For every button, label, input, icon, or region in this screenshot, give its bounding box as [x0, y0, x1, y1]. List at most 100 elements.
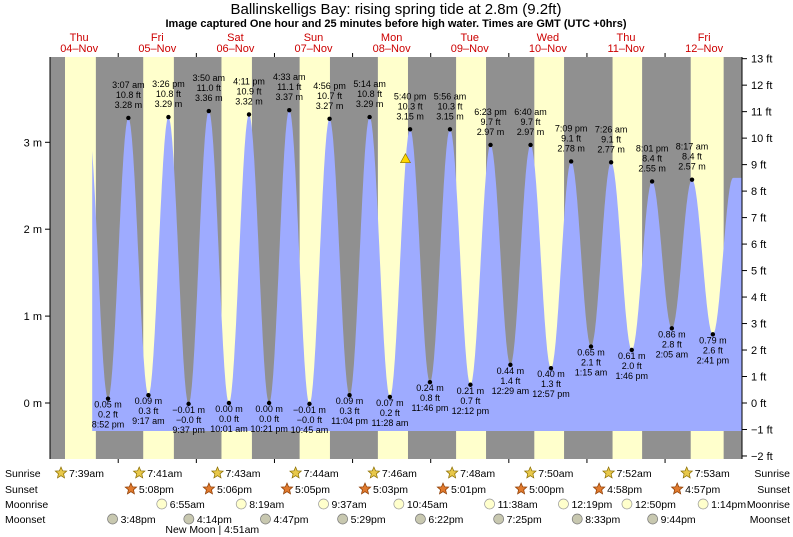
low-tide-label: 11:04 pm [331, 416, 368, 426]
date-label: 06–Nov [216, 43, 254, 55]
y-tick-label-ft: 7 ft [751, 213, 766, 225]
moonset-time: 8:33pm [585, 514, 620, 526]
moonset-icon [183, 513, 195, 525]
high-tide-dot [608, 160, 614, 165]
low-tide-dot [146, 392, 151, 398]
low-tide-label: 0.21 m [457, 386, 485, 396]
high-tide-label: 3.28 m [115, 100, 143, 110]
high-tide-label: 8:01 pm [636, 143, 669, 153]
high-tide-dot [528, 142, 533, 148]
sunset-time: 4:57pm [685, 484, 720, 496]
sunrise-time: 7:53am [695, 468, 730, 480]
high-tide-label: 10.3 ft [437, 101, 463, 111]
low-tide-label: 1.4 ft [500, 376, 521, 386]
low-tide-dot [307, 401, 312, 407]
day-of-week-label: Sun [304, 32, 324, 44]
date-label: 10–Nov [529, 43, 567, 55]
high-tide-dot [367, 114, 372, 120]
y-tick-label-m: 2 m [24, 224, 42, 236]
high-tide-label: 2.97 m [517, 127, 545, 137]
high-tide-dot [407, 127, 413, 132]
low-tide-label: 1.3 ft [541, 379, 562, 389]
low-tide-label: 0.09 m [336, 396, 364, 406]
moon-phase-label: New Moon | 4:51am [165, 524, 259, 536]
low-tide-label: −0.0 ft [297, 415, 323, 425]
y-tick-label-m: 3 m [24, 137, 42, 149]
high-tide-label: 11.0 ft [197, 83, 222, 93]
sunrise-time: 7:52am [617, 468, 652, 480]
sunset-icon [592, 482, 606, 495]
high-tide-label: 2.97 m [477, 127, 505, 137]
moonset-icon [107, 513, 118, 525]
high-tide-label: 3:07 am [112, 80, 145, 90]
moonrise-icon [318, 498, 329, 510]
high-tide-label: 11.1 ft [277, 82, 302, 92]
row-label-left: Sunrise [5, 468, 41, 480]
low-tide-label: 0.2 ft [380, 408, 401, 418]
moonrise-icon [697, 498, 709, 510]
day-of-week-label: Fri [151, 32, 164, 44]
low-tide-label: 0.3 ft [340, 406, 361, 416]
day-of-week-label: Thu [70, 32, 89, 44]
high-tide-label: 10.3 ft [398, 101, 424, 111]
y-tick-label-ft: 2 ft [751, 345, 766, 357]
plot-area [50, 57, 742, 459]
moonset-icon [337, 513, 348, 525]
low-tide-label: 8:52 pm [92, 420, 125, 430]
low-tide-dot [105, 396, 111, 401]
tide-event-labels: 0.05 m 0.2 ft 8:52 pm 3:07 am 10.8 ft 3.28 m 0… [92, 72, 729, 435]
low-tide-label: 0.0 ft [219, 414, 240, 424]
high-tide-label: 6:40 am [514, 107, 547, 117]
moonset-icon [571, 513, 583, 525]
moonset-time: 6:22pm [428, 514, 463, 526]
high-tide-dot [327, 116, 332, 122]
low-tide-label: 2.1 ft [581, 358, 602, 368]
sunrise-time: 7:39am [69, 468, 104, 480]
y-tick-label-ft: −2 ft [751, 451, 773, 463]
high-tide-label: 10.7 ft [317, 91, 343, 101]
sunset-time: 5:00pm [529, 484, 564, 496]
day-of-week-label: Fri [698, 32, 711, 44]
y-tick-label-m: 0 m [24, 398, 42, 410]
high-tide-label: 4:11 pm [233, 76, 265, 86]
moonset-icon [415, 513, 426, 525]
tide-area [92, 110, 742, 431]
chart-title: Ballinskelligs Bay: rising spring tide a… [231, 1, 562, 18]
row-label-left: Moonset [5, 514, 45, 526]
low-tide-label: 2:05 am [656, 349, 689, 359]
y-tick-label-ft: 8 ft [751, 186, 766, 198]
high-tide-label: 2.57 m [678, 162, 706, 172]
sunset-time: 5:03pm [373, 484, 408, 496]
low-tide-dot [468, 382, 473, 387]
low-tide-label: 2.6 ft [703, 345, 724, 355]
sunset-time: 5:06pm [217, 484, 252, 496]
sunrise-time: 7:44am [304, 468, 339, 480]
high-tide-label: 9.7 ft [481, 117, 502, 127]
moonset-time: 9:44pm [661, 514, 696, 526]
sunrise-icon [132, 466, 146, 479]
moonrise-icon [393, 498, 405, 510]
low-tide-label: 0.07 m [376, 398, 404, 408]
high-tide-label: 7:09 pm [555, 123, 588, 133]
low-tide-label: 0.09 m [135, 396, 163, 406]
moonrise-time: 8:19am [249, 499, 284, 511]
high-tide-dot [447, 127, 453, 132]
sunrise-icon [54, 466, 68, 479]
sunset-icon [670, 482, 684, 495]
low-tide-label: 0.05 m [94, 400, 122, 410]
high-tide-label: 3.27 m [316, 101, 344, 111]
high-tide-label: 10.8 ft [156, 89, 182, 99]
sunset-time: 5:01pm [451, 484, 486, 496]
day-of-week-label: Tue [460, 32, 479, 44]
sunrise-time: 7:46am [382, 468, 417, 480]
low-tide-label: 9:37 pm [172, 425, 205, 435]
high-tide-label: 5:14 am [353, 79, 386, 89]
moonrise-icon [156, 498, 168, 510]
low-tide-label: −0.01 m [293, 405, 326, 415]
row-label-right: Moonrise [747, 499, 790, 511]
sunrise-icon [289, 466, 303, 479]
day-of-week-label: Wed [537, 32, 559, 44]
low-tide-label: 11:28 am [371, 418, 408, 428]
sunset-icon [280, 482, 294, 495]
date-label: 11–Nov [607, 43, 645, 55]
